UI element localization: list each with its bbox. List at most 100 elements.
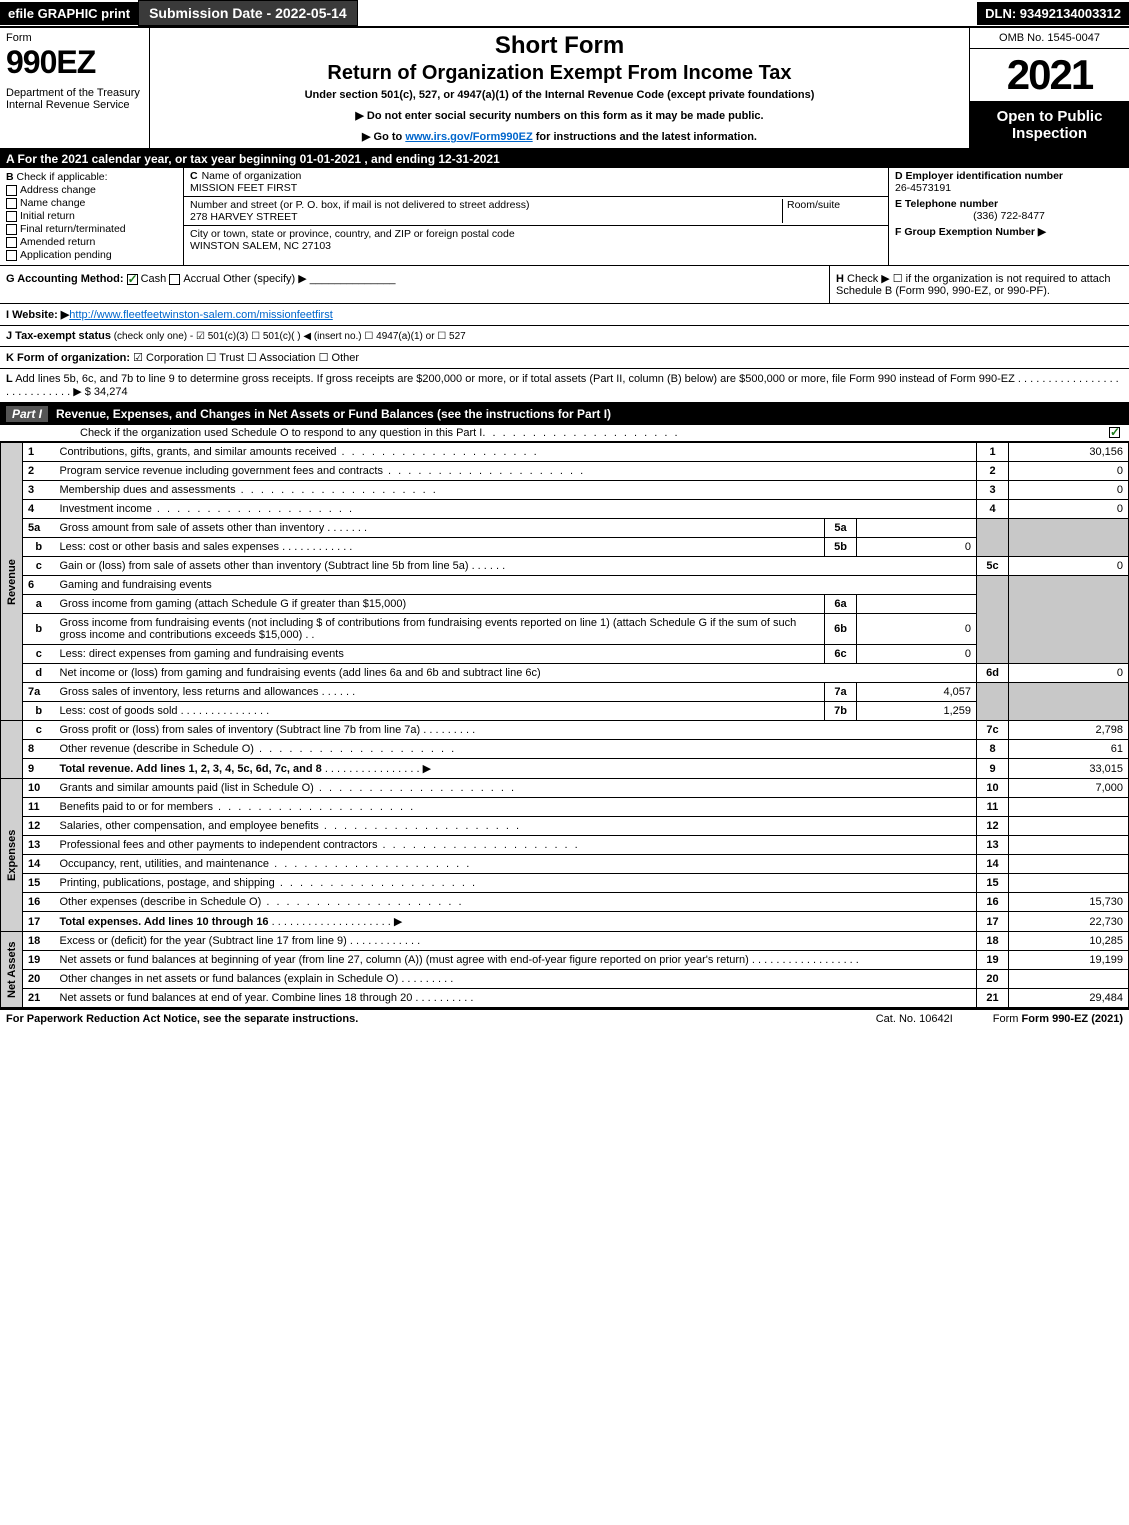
line-2-desc: Program service revenue including govern… xyxy=(60,465,383,477)
line-13-ln: 13 xyxy=(977,836,1009,855)
c-label: C xyxy=(190,170,198,182)
line-5c-desc: Gain or (loss) from sale of assets other… xyxy=(60,560,469,572)
line-15-desc: Printing, publications, postage, and shi… xyxy=(60,877,275,889)
line-6d-val: 0 xyxy=(1009,664,1129,683)
h-text: Check ▶ ☐ if the organization is not req… xyxy=(836,273,1111,297)
opt-amended[interactable]: Amended return xyxy=(6,236,177,248)
net-assets-side-label: Net Assets xyxy=(1,932,23,1008)
section-h: H Check ▶ ☐ if the organization is not r… xyxy=(829,266,1129,303)
b-label: B xyxy=(6,171,14,183)
org-city: WINSTON SALEM, NC 27103 xyxy=(190,240,331,252)
line-20-val xyxy=(1009,970,1129,989)
line-6b-desc: Gross income from fundraising events (no… xyxy=(60,617,797,641)
line-7b-il: 7b xyxy=(825,702,857,721)
line-5c-ln: 5c xyxy=(977,557,1009,576)
cash-label: Cash xyxy=(141,273,167,285)
form-header: Form 990EZ Department of the Treasury In… xyxy=(0,28,1129,150)
org-address: 278 HARVEY STREET xyxy=(190,211,298,223)
line-1-desc: Contributions, gifts, grants, and simila… xyxy=(60,446,337,458)
line-11-desc: Benefits paid to or for members xyxy=(60,801,213,813)
line-3-ln: 3 xyxy=(977,481,1009,500)
line-17-val: 22,730 xyxy=(1009,912,1129,932)
cash-checkbox[interactable] xyxy=(127,274,138,285)
department: Department of the Treasury Internal Reve… xyxy=(6,87,143,111)
line-14-val xyxy=(1009,855,1129,874)
irs-link[interactable]: www.irs.gov/Form990EZ xyxy=(405,131,532,143)
line-14-desc: Occupancy, rent, utilities, and maintena… xyxy=(60,858,270,870)
line-6b-iv: 0 xyxy=(857,614,977,645)
group-label: F Group Exemption Number ▶ xyxy=(895,226,1123,238)
line-12-ln: 12 xyxy=(977,817,1009,836)
line-12-num: 12 xyxy=(23,817,55,836)
paperwork-notice: For Paperwork Reduction Act Notice, see … xyxy=(6,1013,836,1025)
line-8-num: 8 xyxy=(23,740,55,759)
line-10-num: 10 xyxy=(23,779,55,798)
line-2-val: 0 xyxy=(1009,462,1129,481)
line-10-ln: 10 xyxy=(977,779,1009,798)
line-4-desc: Investment income xyxy=(60,503,152,515)
ssn-note: ▶ Do not enter social security numbers o… xyxy=(158,109,961,122)
line-16-ln: 16 xyxy=(977,893,1009,912)
line-8-ln: 8 xyxy=(977,740,1009,759)
line-6b-il: 6b xyxy=(825,614,857,645)
i-label: I Website: ▶ xyxy=(6,309,69,321)
line-13-num: 13 xyxy=(23,836,55,855)
line-5c-val: 0 xyxy=(1009,557,1129,576)
line-1-ln: 1 xyxy=(977,443,1009,462)
line-3-num: 3 xyxy=(23,481,55,500)
header-center: Short Form Return of Organization Exempt… xyxy=(150,28,969,148)
line-2-ln: 2 xyxy=(977,462,1009,481)
line-13-desc: Professional fees and other payments to … xyxy=(60,839,378,851)
goto-prefix: ▶ Go to xyxy=(362,131,405,143)
opt-address-change[interactable]: Address change xyxy=(6,184,177,196)
header-left: Form 990EZ Department of the Treasury In… xyxy=(0,28,150,148)
line-9-ln: 9 xyxy=(977,759,1009,779)
form-subtitle: Under section 501(c), 527, or 4947(a)(1)… xyxy=(158,89,961,101)
section-k: K Form of organization: ☑ Corporation ☐ … xyxy=(0,347,1129,369)
line-5b-num: b xyxy=(23,538,55,557)
line-21-val: 29,484 xyxy=(1009,989,1129,1008)
line-14-ln: 14 xyxy=(977,855,1009,874)
opt-pending[interactable]: Application pending xyxy=(6,249,177,261)
line-5b-desc: Less: cost or other basis and sales expe… xyxy=(60,541,280,553)
line-5b-iv: 0 xyxy=(857,538,977,557)
line-5a-il: 5a xyxy=(825,519,857,538)
opt-name-change[interactable]: Name change xyxy=(6,197,177,209)
line-4-num: 4 xyxy=(23,500,55,519)
line-16-val: 15,730 xyxy=(1009,893,1129,912)
line-1-val: 30,156 xyxy=(1009,443,1129,462)
section-g: G Accounting Method: Cash Accrual Other … xyxy=(0,266,829,303)
line-15-num: 15 xyxy=(23,874,55,893)
line-7c-num: c xyxy=(23,721,55,740)
line-19-val: 19,199 xyxy=(1009,951,1129,970)
schedule-o-checkbox[interactable] xyxy=(1109,427,1120,438)
line-5a-num: 5a xyxy=(23,519,55,538)
k-label: K Form of organization: xyxy=(6,352,130,364)
section-b: B Check if applicable: Address change Na… xyxy=(0,168,184,265)
line-12-desc: Salaries, other compensation, and employ… xyxy=(60,820,319,832)
line-7a-iv: 4,057 xyxy=(857,683,977,702)
line-5c-num: c xyxy=(23,557,55,576)
line-7b-iv: 1,259 xyxy=(857,702,977,721)
line-6-desc: Gaming and fundraising events xyxy=(60,579,212,591)
revenue-side-label: Revenue xyxy=(1,443,23,721)
line-11-val xyxy=(1009,798,1129,817)
line-9-val: 33,015 xyxy=(1009,759,1129,779)
header-right: OMB No. 1545-0047 2021 Open to Public In… xyxy=(969,28,1129,148)
row-g-h: G Accounting Method: Cash Accrual Other … xyxy=(0,266,1129,304)
section-a: A For the 2021 calendar year, or tax yea… xyxy=(0,150,1129,168)
website-link[interactable]: http://www.fleetfeetwinston-salem.com/mi… xyxy=(69,309,332,321)
opt-final-return[interactable]: Final return/terminated xyxy=(6,223,177,235)
line-8-desc: Other revenue (describe in Schedule O) xyxy=(60,743,254,755)
line-6c-num: c xyxy=(23,645,55,664)
part-i-label: Part I xyxy=(6,406,48,422)
opt-initial-return[interactable]: Initial return xyxy=(6,210,177,222)
line-6a-iv xyxy=(857,595,977,614)
form-label: Form xyxy=(6,32,143,44)
city-label: City or town, state or province, country… xyxy=(190,228,515,240)
form-title: Return of Organization Exempt From Incom… xyxy=(158,62,961,85)
footer: For Paperwork Reduction Act Notice, see … xyxy=(0,1008,1129,1028)
c-name-label: Name of organization xyxy=(202,170,302,182)
accrual-checkbox[interactable] xyxy=(169,274,180,285)
g-label: G Accounting Method: xyxy=(6,273,124,285)
